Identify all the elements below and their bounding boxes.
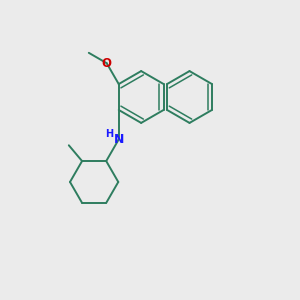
Text: H: H [105,129,113,139]
Text: O: O [102,57,112,70]
Text: N: N [113,133,124,146]
